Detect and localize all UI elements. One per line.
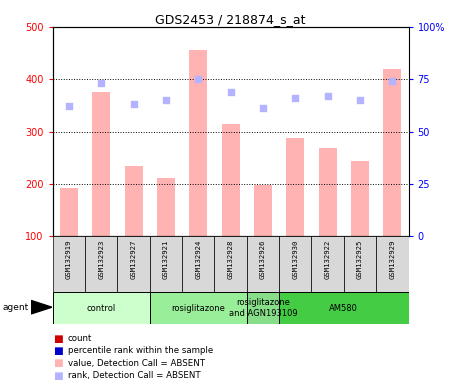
- Text: percentile rank within the sample: percentile rank within the sample: [68, 346, 213, 356]
- Text: value, Detection Call = ABSENT: value, Detection Call = ABSENT: [68, 359, 205, 368]
- Bar: [279, 236, 312, 292]
- Polygon shape: [31, 301, 52, 314]
- Point: [195, 76, 202, 82]
- Text: rosiglitazone
and AGN193109: rosiglitazone and AGN193109: [229, 298, 297, 318]
- Bar: [376, 236, 409, 292]
- Text: ■: ■: [53, 346, 62, 356]
- Bar: [157, 177, 175, 236]
- Bar: [351, 161, 369, 236]
- Text: rosiglitazone: rosiglitazone: [171, 304, 225, 313]
- Bar: [85, 236, 118, 292]
- Text: GSM132925: GSM132925: [357, 240, 363, 280]
- Text: ■: ■: [53, 334, 62, 344]
- Bar: [344, 236, 376, 292]
- Text: ■: ■: [53, 358, 62, 368]
- Point: [291, 95, 299, 101]
- Bar: [150, 292, 247, 324]
- Bar: [92, 92, 110, 236]
- Bar: [125, 166, 143, 236]
- Bar: [222, 124, 240, 236]
- Bar: [383, 69, 401, 236]
- Bar: [53, 236, 85, 292]
- Bar: [190, 50, 207, 236]
- Bar: [182, 236, 214, 292]
- Text: AM580: AM580: [330, 304, 358, 313]
- Text: control: control: [87, 304, 116, 313]
- Text: GSM132928: GSM132928: [228, 240, 234, 280]
- Bar: [312, 236, 344, 292]
- Bar: [254, 185, 272, 236]
- Point: [98, 80, 105, 86]
- Text: ■: ■: [53, 371, 62, 381]
- Bar: [53, 292, 150, 324]
- Text: GSM132924: GSM132924: [196, 240, 202, 280]
- Text: GSM132927: GSM132927: [131, 240, 137, 280]
- Bar: [247, 292, 279, 324]
- Bar: [118, 236, 150, 292]
- Point: [389, 78, 396, 84]
- Text: GSM132926: GSM132926: [260, 240, 266, 280]
- Bar: [279, 292, 409, 324]
- Bar: [60, 187, 78, 236]
- Text: count: count: [68, 334, 92, 343]
- Bar: [286, 138, 304, 236]
- Point: [65, 103, 73, 109]
- Bar: [247, 236, 279, 292]
- Text: GSM132922: GSM132922: [325, 240, 330, 280]
- Point: [162, 97, 170, 103]
- Bar: [214, 236, 247, 292]
- Point: [259, 106, 267, 112]
- Bar: [150, 236, 182, 292]
- Text: GSM132919: GSM132919: [66, 240, 72, 280]
- Bar: [319, 148, 336, 236]
- Point: [324, 93, 331, 99]
- Title: GDS2453 / 218874_s_at: GDS2453 / 218874_s_at: [156, 13, 306, 26]
- Text: GSM132921: GSM132921: [163, 240, 169, 280]
- Point: [227, 89, 235, 95]
- Text: agent: agent: [2, 303, 28, 313]
- Point: [130, 101, 137, 108]
- Text: GSM132930: GSM132930: [292, 240, 298, 280]
- Point: [356, 97, 364, 103]
- Text: GSM132923: GSM132923: [98, 240, 104, 280]
- Text: GSM132929: GSM132929: [389, 240, 395, 280]
- Text: rank, Detection Call = ABSENT: rank, Detection Call = ABSENT: [68, 371, 201, 380]
